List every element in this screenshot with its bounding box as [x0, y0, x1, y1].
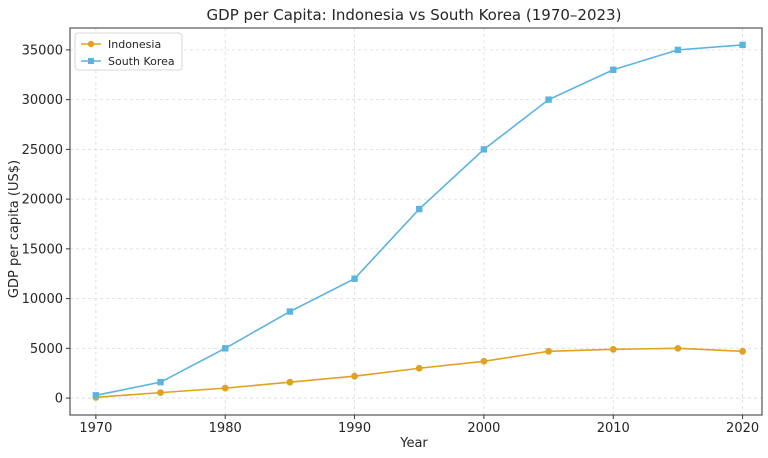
chart-title: GDP per Capita: Indonesia vs South Korea… — [207, 6, 622, 24]
legend: Indonesia South Korea — [74, 32, 183, 71]
y-tick-label: 15000 — [22, 242, 63, 257]
south-korea-point — [351, 275, 358, 282]
plot-frame — [69, 27, 763, 416]
indonesia-point — [545, 347, 552, 355]
axis-ticks: 1970 1980 1990 2000 2010 2020 0 5000 10000 15000 2… — [22, 43, 760, 436]
indonesia-point — [221, 384, 229, 392]
south-korea-point — [92, 392, 100, 399]
x-tick-label: 2020 — [726, 421, 759, 436]
x-tick-label: 2000 — [467, 421, 500, 436]
indonesia-point — [480, 357, 488, 365]
grid — [70, 28, 762, 415]
y-tick-label: 0 — [55, 392, 63, 407]
y-tick-label: 20000 — [22, 193, 63, 208]
indonesia-point — [286, 378, 294, 386]
y-tick-label: 35000 — [22, 43, 63, 58]
y-tick-label: 10000 — [22, 292, 63, 307]
south-korea-point — [480, 146, 488, 153]
indonesia-point — [351, 372, 358, 380]
south-korea-point — [222, 345, 229, 352]
south-korea-point — [157, 378, 164, 386]
indonesia-point — [609, 345, 617, 353]
south-korea-legend-marker — [88, 58, 94, 64]
legend-box — [74, 32, 183, 71]
south-korea-point — [545, 96, 552, 103]
y-tick-label: 30000 — [22, 93, 63, 108]
indonesia-line — [95, 347, 743, 399]
x-tick-label: 1990 — [338, 421, 371, 436]
south-korea-point — [416, 205, 423, 213]
indonesia-point — [674, 344, 682, 352]
y-axis-label: GDP per capita (US$) — [7, 160, 22, 298]
indonesia-point — [415, 364, 423, 372]
y-tick-label: 5000 — [30, 342, 63, 357]
south-korea-point — [674, 46, 682, 54]
y-tick-label: 25000 — [22, 143, 63, 158]
x-tick-label: 2010 — [597, 421, 630, 436]
south-korea-point — [610, 66, 617, 73]
south-korea-point — [286, 308, 294, 315]
x-tick-label: 1980 — [209, 421, 242, 436]
south-korea-point — [739, 41, 746, 49]
south-korea-line — [95, 44, 743, 397]
x-axis-label: Year — [399, 436, 428, 451]
legend-label: Indonesia — [108, 38, 161, 51]
indonesia-point — [157, 389, 164, 397]
x-tick-label: 1970 — [79, 421, 112, 436]
indonesia-point — [739, 347, 746, 355]
series-layer — [92, 41, 746, 401]
legend-label: South Korea — [108, 55, 175, 68]
indonesia-legend-marker — [87, 40, 95, 48]
